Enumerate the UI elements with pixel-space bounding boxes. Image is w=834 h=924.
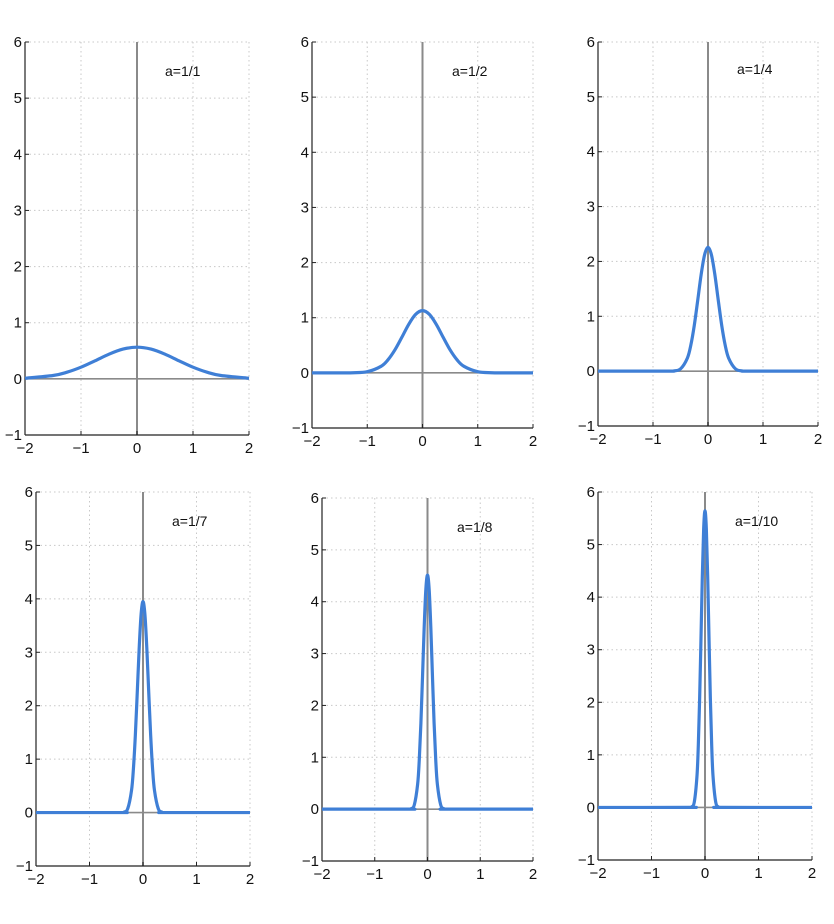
y-tick-label: 5 — [14, 90, 22, 107]
y-tick-label: 3 — [587, 199, 595, 216]
y-tick-label: 4 — [587, 589, 595, 606]
x-tick-label: 2 — [529, 866, 537, 883]
x-tick-label: −1 — [366, 866, 383, 883]
annotation-label: a=1/10 — [735, 513, 778, 529]
x-tick-label: 1 — [192, 871, 200, 888]
y-tick-label: 1 — [301, 310, 309, 327]
x-tick-label: −2 — [589, 431, 606, 448]
x-tick-label: 0 — [418, 433, 426, 450]
y-tick-label: −1 — [302, 853, 319, 870]
y-tick-label: 3 — [25, 644, 33, 661]
x-tick-label: −1 — [644, 431, 661, 448]
x-tick-label: 0 — [704, 431, 712, 448]
x-tick-label: 1 — [476, 866, 484, 883]
y-tick-label: −1 — [578, 418, 595, 435]
x-tick-label: −1 — [72, 440, 89, 457]
y-tick-label: 2 — [301, 255, 309, 272]
y-tick-label: −1 — [16, 858, 33, 875]
y-tick-label: 3 — [311, 646, 319, 663]
y-tick-label: 3 — [301, 199, 309, 216]
y-tick-label: −1 — [578, 852, 595, 869]
y-tick-label: 2 — [14, 259, 22, 276]
series-line — [597, 245, 819, 373]
x-tick-label: −1 — [643, 865, 660, 882]
x-tick-label: −2 — [27, 871, 44, 888]
y-tick-label: 3 — [14, 202, 22, 219]
annotation-label: a=1/7 — [172, 513, 208, 529]
y-tick-label: 1 — [25, 751, 33, 768]
x-tick-label: 1 — [754, 865, 762, 882]
y-tick-label: 6 — [301, 34, 309, 51]
series-line — [35, 599, 251, 815]
y-tick-label: 4 — [14, 146, 22, 163]
x-tick-label: −2 — [303, 433, 320, 450]
x-tick-label: 1 — [759, 431, 767, 448]
y-tick-label: 4 — [311, 594, 319, 611]
x-tick-label: 2 — [529, 433, 537, 450]
x-tick-label: 2 — [246, 871, 254, 888]
y-tick-label: −1 — [5, 427, 22, 444]
y-tick-label: 2 — [587, 694, 595, 711]
annotation-label: a=1/1 — [165, 63, 201, 79]
y-tick-label: 6 — [587, 34, 595, 51]
x-tick-label: 1 — [189, 440, 197, 457]
y-tick-label: 0 — [301, 365, 309, 382]
x-tick-label: 0 — [701, 865, 709, 882]
x-tick-label: 0 — [133, 440, 141, 457]
y-tick-label: 2 — [587, 253, 595, 270]
x-tick-label: −2 — [313, 866, 330, 883]
y-tick-label: 4 — [25, 591, 33, 608]
y-tick-label: 3 — [587, 642, 595, 659]
x-tick-label: −2 — [589, 865, 606, 882]
y-tick-label: 6 — [14, 34, 22, 51]
x-tick-label: 1 — [474, 433, 482, 450]
x-tick-label: −1 — [81, 871, 98, 888]
y-tick-label: 2 — [311, 697, 319, 714]
y-tick-label: 0 — [311, 801, 319, 818]
y-tick-label: 5 — [25, 537, 33, 554]
y-tick-label: 1 — [311, 749, 319, 766]
x-tick-label: 0 — [423, 866, 431, 883]
y-tick-label: −1 — [292, 420, 309, 437]
y-tick-label: 2 — [25, 698, 33, 715]
x-tick-label: −2 — [16, 440, 33, 457]
x-tick-label: −1 — [359, 433, 376, 450]
y-tick-label: 0 — [587, 799, 595, 816]
x-tick-label: 2 — [814, 431, 822, 448]
series-line — [597, 509, 813, 810]
y-tick-label: 5 — [587, 89, 595, 106]
y-tick-label: 5 — [301, 89, 309, 106]
annotation-label: a=1/2 — [452, 63, 488, 79]
y-tick-label: 6 — [311, 490, 319, 507]
y-tick-label: 5 — [311, 542, 319, 559]
x-tick-label: 2 — [245, 440, 253, 457]
y-tick-label: 6 — [587, 484, 595, 501]
y-tick-label: 0 — [25, 805, 33, 822]
annotation-label: a=1/8 — [457, 519, 493, 535]
y-tick-label: 0 — [14, 371, 22, 388]
y-tick-label: 6 — [25, 484, 33, 501]
y-tick-label: 1 — [14, 315, 22, 332]
y-tick-label: 1 — [587, 308, 595, 325]
series-line — [321, 573, 534, 811]
x-tick-label: 0 — [139, 871, 147, 888]
y-tick-label: 4 — [587, 144, 595, 161]
series-line — [311, 309, 534, 375]
x-tick-label: 2 — [808, 865, 816, 882]
series-line — [24, 345, 250, 380]
y-tick-label: 0 — [587, 363, 595, 380]
y-tick-label: 5 — [587, 537, 595, 554]
annotation-label: a=1/4 — [737, 61, 773, 77]
y-tick-label: 4 — [301, 144, 309, 161]
y-tick-label: 1 — [587, 747, 595, 764]
